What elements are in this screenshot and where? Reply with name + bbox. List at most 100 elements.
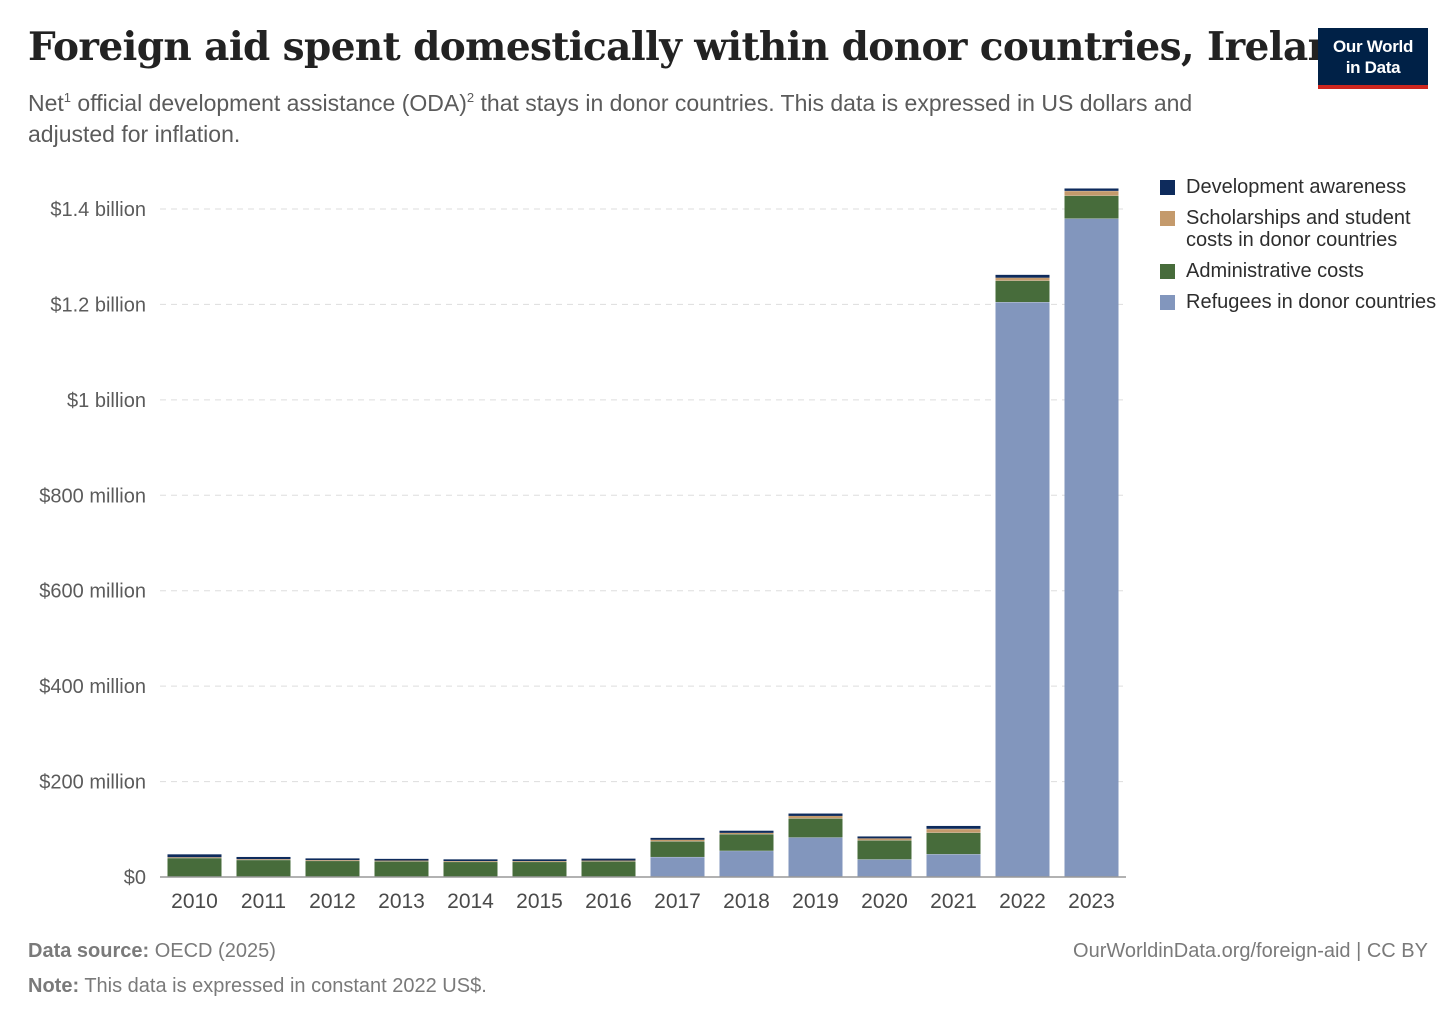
bar-segment[interactable] [926,854,981,877]
legend-item[interactable]: Administrative costs [1160,260,1450,282]
bar-segment[interactable] [236,859,291,860]
chart-legend: Development awareness Scholarships and st… [1160,176,1450,322]
bar-segment[interactable] [374,860,429,862]
legend-item[interactable]: Refugees in donor countries [1160,291,1450,313]
footnote-ref-1[interactable]: 1 [63,90,72,105]
bar-segment[interactable] [581,858,636,861]
bar-segment[interactable] [581,860,636,862]
x-tick-label: 2023 [1068,890,1115,913]
y-axis-labels: $0 $200 million $400 million $600 million $8… [39,199,146,889]
y-tick-label: $400 million [39,676,146,698]
bar-segment[interactable] [857,838,912,841]
footnote-ref-2[interactable]: 2 [466,90,475,105]
y-tick-label: $0 [124,867,146,889]
bar-segment[interactable] [719,830,774,833]
note-label: Note: [28,975,80,997]
owid-logo[interactable]: Our World in Data [1318,28,1428,89]
x-tick-label: 2019 [792,890,839,913]
gridlines [160,208,1126,783]
bar-segment[interactable] [512,861,567,862]
bar-segment[interactable] [857,836,912,839]
x-tick-label: 2018 [723,890,770,913]
bar-segment[interactable] [788,837,843,877]
legend-swatch [1160,295,1175,310]
bar-segment[interactable] [167,857,222,858]
logo-line-2: in Data [1345,58,1401,77]
bar-segment[interactable] [650,856,705,877]
y-tick-label: $800 million [39,485,146,507]
x-tick-label: 2015 [516,890,563,913]
x-tick-label: 2017 [654,890,701,913]
bar-segment[interactable] [1064,188,1119,191]
x-tick-label: 2016 [585,890,632,913]
source-url-link[interactable]: OurWorldinData.org/foreign-aid | CC BY [1073,940,1428,962]
bar-segment[interactable] [305,860,360,877]
chart-subtitle: Net1 official development assistance (OD… [28,88,1278,150]
bar-segment[interactable] [650,839,705,842]
bar-segment[interactable] [443,861,498,862]
note-text: This data is expressed in constant 2022 … [84,975,487,997]
y-tick-label: $600 million [39,581,146,603]
bar-segment[interactable] [995,280,1050,303]
bar-segment[interactable] [236,856,291,860]
bar-segment[interactable] [995,277,1050,281]
y-tick-label: $1.2 billion [50,294,146,316]
bar-segment[interactable] [1064,195,1119,219]
bar-segment[interactable] [374,858,429,861]
y-tick-label: $200 million [39,772,146,794]
subtitle-part-b: official development assistance (ODA) [71,90,467,116]
bar-segment[interactable] [926,828,981,833]
data-source: Data source: OECD (2025) [28,940,276,963]
legend-swatch [1160,180,1175,195]
bar-segment[interactable] [857,840,912,860]
legend-item[interactable]: Scholarships and student costs in donor … [1160,207,1450,251]
bar-segment[interactable] [719,832,774,835]
bar-segment[interactable] [788,813,843,816]
bar-segment[interactable] [857,859,912,877]
x-tick-label: 2010 [171,890,218,913]
bar-segment[interactable] [443,861,498,877]
bar-segment[interactable] [650,837,705,840]
bar-segment[interactable] [719,834,774,851]
x-tick-label: 2022 [999,890,1046,913]
bar-segment[interactable] [167,857,222,877]
chart-note: Note: This data is expressed in constant… [28,975,487,998]
bar-segment[interactable] [581,861,636,877]
bar-segment[interactable] [443,859,498,862]
bar-segment[interactable] [926,825,981,829]
x-tick-label: 2011 [241,890,286,913]
bar-segment[interactable] [305,858,360,861]
bar-segment[interactable] [305,860,360,861]
chart-title: Foreign aid spent domestically within do… [28,24,1363,70]
bar-segment[interactable] [1064,190,1119,196]
x-tick-label: 2013 [378,890,425,913]
data-source-label: Data source: [28,940,150,962]
bars [167,188,1119,878]
bar-segment[interactable] [374,861,429,877]
bar-segment[interactable] [995,274,1050,278]
x-axis-labels: 2010 2011 2012 2013 2014 2015 2016 2017 2018 2019… [171,890,1115,913]
bar-segment[interactable] [926,832,981,855]
bar-segment[interactable] [512,861,567,877]
bar-segment[interactable] [788,818,843,838]
legend-swatch [1160,264,1175,279]
legend-item[interactable]: Development awareness [1160,176,1450,198]
x-tick-label: 2014 [447,890,494,913]
legend-label: Refugees in donor countries [1186,291,1437,313]
bar-segment[interactable] [1064,218,1119,878]
bar-segment[interactable] [167,854,222,858]
subtitle-part-c: that stays in donor countries. This data… [28,90,1193,147]
legend-label: Scholarships and student costs in donor … [1186,207,1411,251]
bar-segment[interactable] [512,859,567,862]
bar-segment[interactable] [236,859,291,877]
bar-segment[interactable] [719,850,774,877]
bar-segment[interactable] [788,815,843,819]
bar-segment[interactable] [995,302,1050,877]
legend-swatch [1160,211,1175,226]
subtitle-part-a: Net [28,90,64,116]
data-source-link[interactable]: OECD (2025) [154,940,276,962]
x-tick-label: 2021 [930,890,977,913]
legend-label: Administrative costs [1186,260,1364,282]
bar-segment[interactable] [650,841,705,857]
